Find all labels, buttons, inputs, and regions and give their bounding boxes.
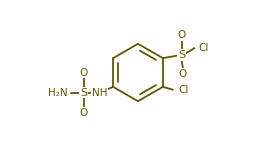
Text: O: O	[79, 108, 88, 118]
Text: S: S	[80, 88, 87, 98]
Text: O: O	[79, 68, 88, 77]
Text: Cl: Cl	[178, 85, 188, 95]
Text: O: O	[177, 30, 186, 40]
Text: H₂N: H₂N	[48, 88, 68, 98]
Text: O: O	[179, 69, 187, 79]
Text: S: S	[178, 50, 185, 60]
Text: Cl: Cl	[199, 43, 209, 53]
Text: NH: NH	[92, 88, 107, 98]
